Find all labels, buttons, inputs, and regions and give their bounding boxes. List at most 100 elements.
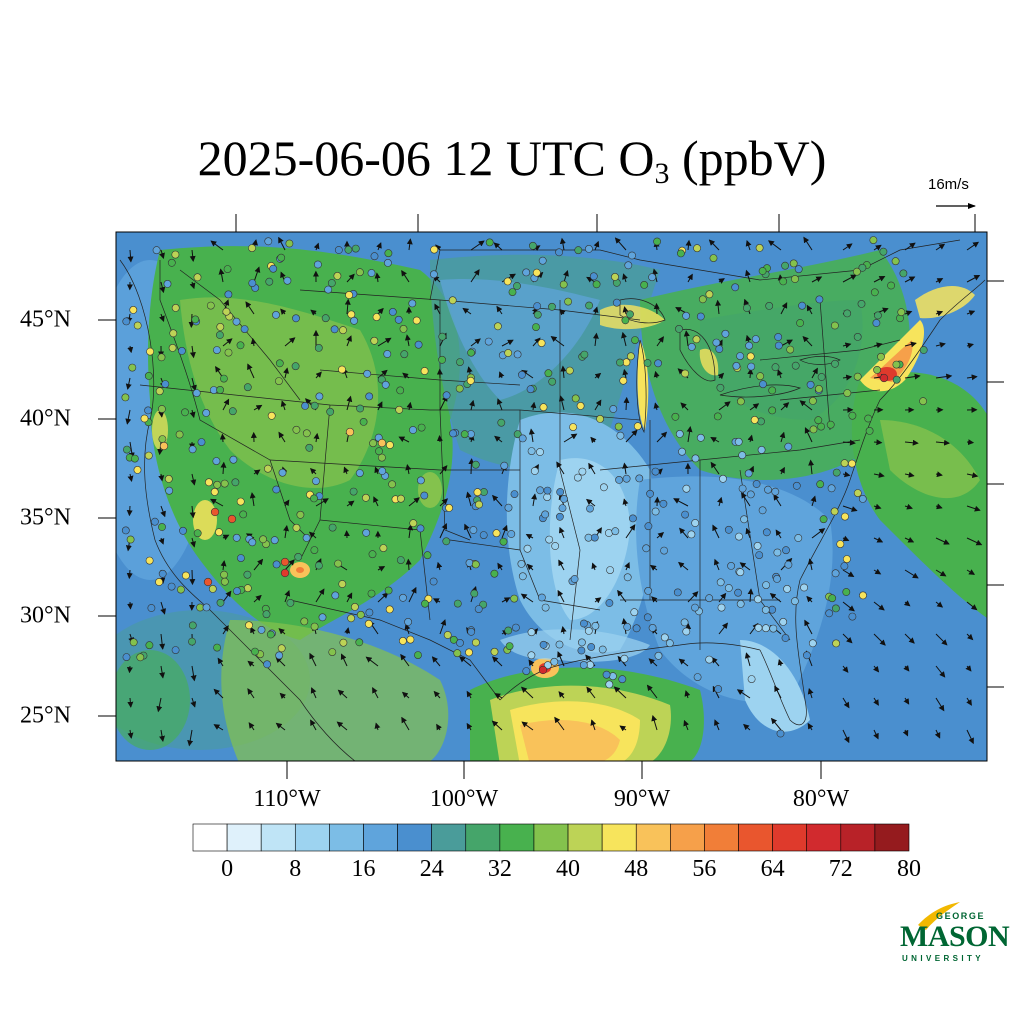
monitor-site (675, 324, 683, 333)
monitor-site (377, 453, 386, 462)
monitor-site (212, 457, 221, 465)
wind-arrow (346, 592, 353, 603)
monitor-site (333, 271, 342, 280)
monitor-site (423, 551, 432, 560)
monitor-site (736, 568, 745, 577)
monitor-site (504, 626, 513, 635)
monitor-site (848, 411, 857, 420)
monitor-site (691, 519, 700, 527)
monitor-site (632, 624, 641, 633)
monitor-site (121, 526, 130, 535)
wind-arrow (377, 307, 384, 315)
monitor-site (510, 594, 519, 603)
monitor-site (359, 417, 368, 426)
monitor-site (828, 594, 837, 603)
monitor-site (471, 638, 480, 647)
monitor-site (836, 540, 845, 548)
monitor-site (858, 263, 867, 272)
monitor-site (648, 624, 657, 632)
wind-arrow (210, 498, 224, 507)
monitor-site (171, 646, 180, 654)
wind-arrow (966, 275, 981, 283)
wind-arrow (656, 336, 664, 347)
wind-arrow (741, 492, 751, 507)
wind-arrow (811, 276, 823, 283)
monitor-site (832, 468, 841, 477)
wind-arrow (613, 686, 627, 699)
monitor-site (761, 606, 770, 614)
monitor-site (383, 350, 392, 358)
wind-arrow (346, 335, 352, 347)
monitor-site (292, 425, 301, 434)
wind-arrow (159, 633, 166, 650)
monitor-site (232, 533, 241, 542)
monitor-site (310, 494, 318, 503)
wind-arrow (315, 498, 329, 507)
monitor-site (438, 355, 446, 364)
monitor-site (665, 639, 674, 648)
wind-arrow (439, 522, 448, 539)
monitor-site (467, 627, 476, 636)
monitor-site (609, 405, 618, 413)
monitor-site (719, 474, 727, 483)
monitor-site (355, 638, 364, 647)
wind-arrow (558, 395, 565, 411)
monitor-site (243, 584, 252, 593)
monitor-site (394, 315, 403, 324)
wind-arrow (935, 243, 946, 251)
wind-arrow (343, 466, 350, 475)
wind-arrow (934, 729, 941, 739)
monitor-site (577, 646, 586, 655)
monitor-site (420, 491, 429, 500)
monitor-site (264, 237, 273, 246)
wind-arrow (127, 729, 134, 739)
monitor-site (197, 438, 206, 446)
monitor-site (312, 477, 320, 485)
monitor-site (206, 301, 215, 310)
monitor-site (678, 447, 686, 456)
wind-arrow (309, 467, 317, 475)
wind-arrow (398, 436, 410, 443)
monitor-site (497, 418, 506, 427)
wind-arrow (213, 688, 224, 699)
wind-arrow (803, 236, 813, 251)
monitor-site (484, 337, 493, 346)
monitor-site (129, 305, 138, 314)
wind-arrow (336, 721, 348, 731)
monitor-site (644, 587, 653, 595)
monitor-site (716, 578, 725, 587)
monitor-site (396, 556, 405, 564)
monitor-site (840, 459, 849, 468)
monitor-site (817, 373, 826, 381)
baja-coast (209, 609, 356, 761)
monitor-site (754, 595, 762, 604)
monitor-site (377, 375, 386, 384)
wind-arrow (532, 337, 541, 347)
monitor-site (660, 546, 668, 555)
wind-arrow (842, 374, 853, 381)
monitor-site (578, 467, 587, 476)
monitor-site (328, 648, 337, 656)
wind-arrow (653, 302, 660, 315)
wind-arrow (804, 619, 813, 635)
wind-arrow (464, 523, 472, 539)
monitor-site (698, 295, 707, 304)
wind-arrow (160, 601, 167, 615)
monitor-site (762, 624, 770, 633)
monitor-site (505, 642, 514, 650)
monitor-site (579, 661, 588, 669)
monitor-site (693, 244, 701, 253)
wind-arrow (774, 685, 782, 699)
monitor-site (781, 261, 789, 270)
title-suffix: (ppbV) (669, 130, 827, 186)
monitor-site (819, 515, 828, 524)
monitor-site (471, 560, 480, 569)
monitor-site (130, 454, 139, 463)
wind-arrow (283, 499, 290, 507)
monitor-site (507, 530, 516, 538)
colorbar-swatch (840, 823, 876, 852)
monitor-site (188, 637, 196, 646)
wind-arrow (904, 242, 916, 251)
monitor-site (364, 619, 373, 628)
wind-arrow (557, 589, 565, 603)
